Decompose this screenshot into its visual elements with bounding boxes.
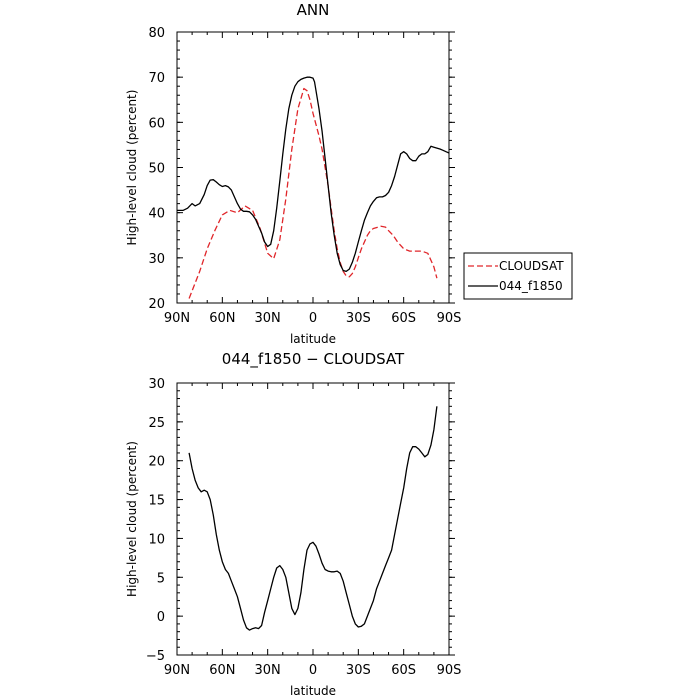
x-tick-label: 0: [309, 663, 317, 678]
x-axis-label: latitude: [290, 332, 336, 346]
y-tick-label: 0: [157, 610, 165, 625]
bottom-panel: 044_f1850 − CLOUDSAT 90N 60N 30N 0 30S 60S 90S −…: [125, 350, 461, 698]
chart-title: 044_f1850 − CLOUDSAT: [222, 350, 405, 369]
plot-frame: [176, 31, 450, 304]
plot-frame: [176, 382, 450, 656]
series-line-044-f1850: [177, 76, 450, 273]
x-tick-label: 30S: [346, 311, 371, 326]
y-tick-label: 30: [148, 252, 165, 267]
y-tick-label: 5: [157, 571, 165, 586]
y-axis-label: High-level cloud (percent): [125, 441, 139, 597]
y-tick-label: 50: [148, 162, 165, 177]
legend-box: [463, 252, 573, 300]
x-tick-label: 60N: [209, 663, 235, 678]
legend-label: CLOUDSAT: [499, 259, 564, 273]
y-tick-label: 80: [148, 26, 165, 41]
y-axis-label: High-level cloud (percent): [125, 90, 139, 246]
legend-label: 044_f1850: [499, 279, 563, 293]
x-tick-label: 90N: [164, 663, 190, 678]
y-tick-label: 15: [148, 494, 165, 509]
y-tick-label: 30: [148, 377, 165, 392]
top-panel: ANN 90N 60N 30N 0 30S 60S 90S 20 30 40 50 60 70 80 lati…: [125, 1, 573, 346]
x-tick-label: 90N: [164, 311, 190, 326]
x-tick-label: 90S: [437, 311, 462, 326]
y-tick-label: 70: [148, 71, 165, 86]
x-tick-label: 90S: [437, 663, 462, 678]
y-tick-label: 60: [148, 116, 165, 131]
y-tick-label: −5: [146, 649, 165, 664]
series-line-cloudsat: [188, 87, 438, 299]
x-tick-label: 0: [309, 311, 317, 326]
y-tick-label: 20: [148, 455, 165, 470]
chart-title: ANN: [297, 1, 330, 19]
y-tick-label: 10: [148, 532, 165, 547]
x-tick-label: 60N: [209, 311, 235, 326]
x-axis-label: latitude: [290, 684, 336, 698]
x-tick-label: 30N: [255, 663, 281, 678]
y-tick-label: 25: [148, 416, 165, 431]
y-tick-label: 20: [148, 297, 165, 312]
y-tick-label: 40: [148, 207, 165, 222]
x-tick-label: 30N: [255, 311, 281, 326]
series-line-difference: [188, 406, 438, 631]
x-tick-label: 30S: [346, 663, 371, 678]
x-tick-label: 60S: [391, 663, 416, 678]
x-tick-label: 60S: [391, 311, 416, 326]
